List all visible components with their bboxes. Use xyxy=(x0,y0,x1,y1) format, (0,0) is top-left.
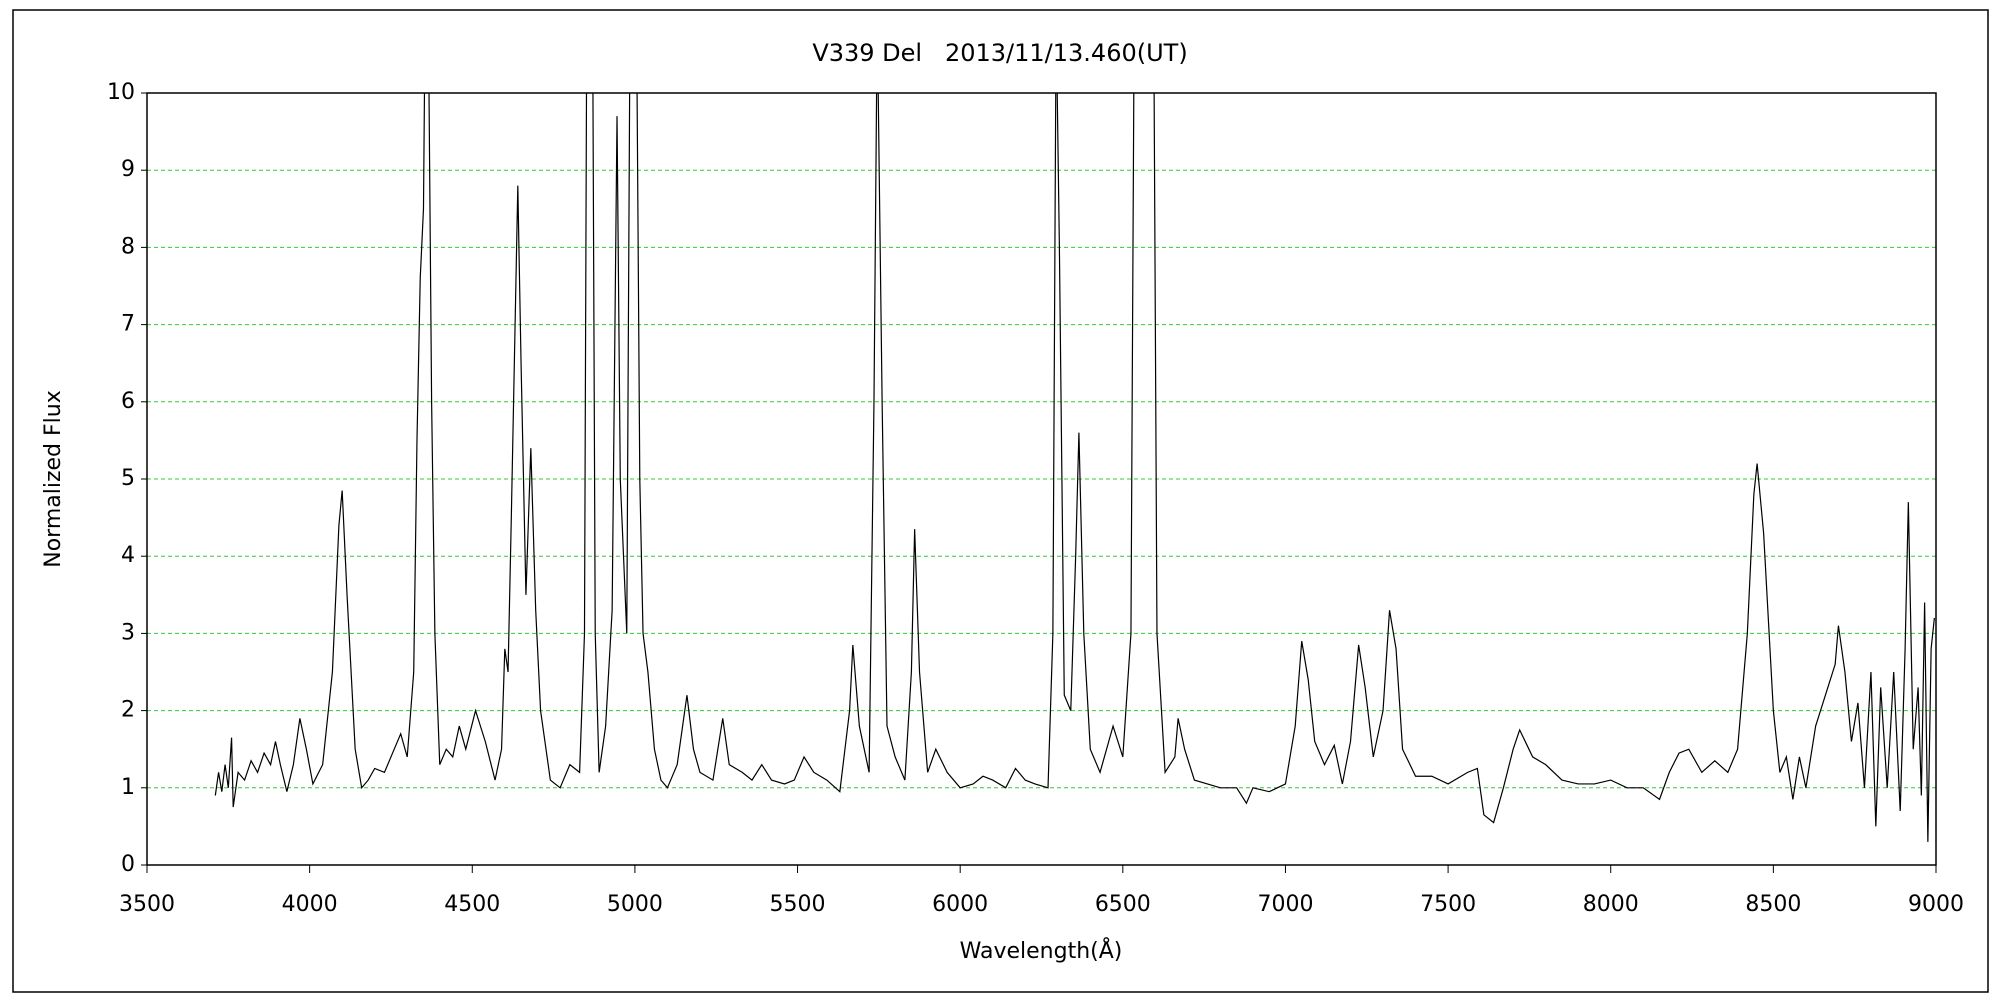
y-tick-label: 2 xyxy=(121,698,135,723)
x-tick-label: 4500 xyxy=(444,892,500,917)
y-tick-label: 8 xyxy=(121,234,135,259)
x-tick-label: 4000 xyxy=(282,892,338,917)
chart-title: V339 Del 2013/11/13.460(UT) xyxy=(812,39,1187,67)
spectrum-line xyxy=(214,93,1935,842)
y-tick-label: 5 xyxy=(121,466,135,491)
y-tick-label: 1 xyxy=(121,775,135,800)
x-tick-label: 6000 xyxy=(932,892,988,917)
x-axis-label: Wavelength(Å) xyxy=(960,937,1123,964)
x-tick-label: 7000 xyxy=(1257,892,1313,917)
x-tick-label: 8500 xyxy=(1745,892,1801,917)
x-tick-label: 6500 xyxy=(1095,892,1151,917)
frame xyxy=(12,9,1989,993)
y-tick-label: 10 xyxy=(107,80,135,105)
y-tick-label: 7 xyxy=(121,312,135,337)
y-tick-label: 3 xyxy=(121,620,135,645)
y-tick-label: 9 xyxy=(121,157,135,182)
x-tick-label: 8000 xyxy=(1583,892,1639,917)
y-tick-label: 4 xyxy=(121,543,135,568)
x-tick-label: 7500 xyxy=(1420,892,1476,917)
x-tick-label: 3500 xyxy=(119,892,175,917)
x-tick-label: 5500 xyxy=(770,892,826,917)
plot-area xyxy=(146,92,1937,866)
y-tick-label: 0 xyxy=(121,852,135,877)
plot-clip xyxy=(214,93,1935,842)
y-tick-label: 6 xyxy=(121,389,135,414)
y-axis-label: Normalized Flux xyxy=(41,390,66,567)
x-tick-label: 9000 xyxy=(1908,892,1964,917)
x-tick-label: 5000 xyxy=(607,892,663,917)
